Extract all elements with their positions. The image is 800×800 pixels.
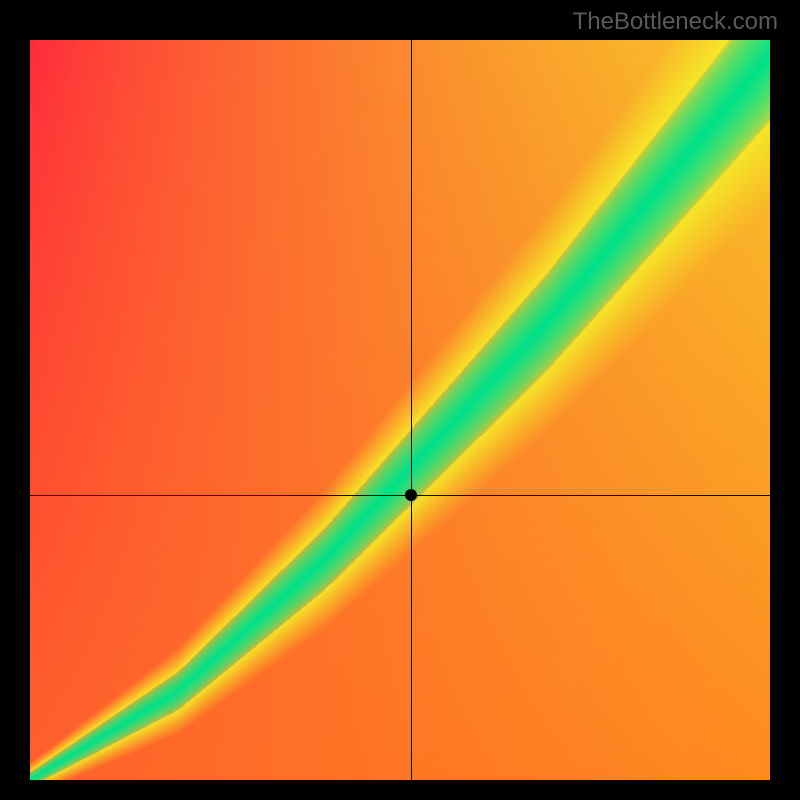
heatmap-canvas: [30, 40, 770, 780]
watermark-text: TheBottleneck.com: [573, 8, 778, 36]
crosshair-vertical: [411, 40, 412, 780]
crosshair-marker: [405, 489, 417, 501]
chart-container: TheBottleneck.com: [0, 0, 800, 800]
crosshair-horizontal: [30, 495, 770, 496]
plot-area: [30, 40, 770, 780]
